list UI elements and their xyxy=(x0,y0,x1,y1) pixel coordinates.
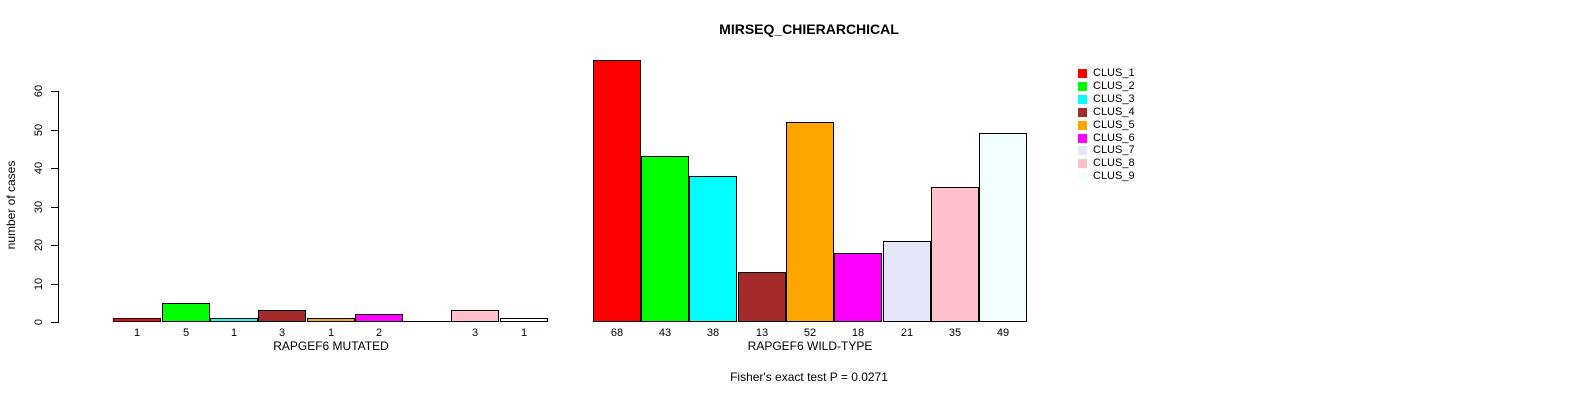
x-axis-group-label: RAPGEF6 WILD-TYPE xyxy=(747,339,873,353)
bar-value-label: 13 xyxy=(755,327,769,339)
bar xyxy=(162,303,210,322)
chart-title: MIRSEQ_CHIERARCHICAL xyxy=(719,21,899,37)
y-axis-line xyxy=(58,91,59,323)
bar-value-label: 35 xyxy=(948,327,962,339)
y-axis-tick xyxy=(51,130,58,131)
bar xyxy=(834,253,882,322)
bar xyxy=(883,241,931,322)
legend-swatch xyxy=(1078,172,1087,181)
legend-swatch xyxy=(1078,95,1087,104)
legend-label: CLUS_2 xyxy=(1093,80,1135,92)
bar-value-label: 38 xyxy=(706,327,720,339)
bar-value-label: 18 xyxy=(851,327,865,339)
bar-value-label: 21 xyxy=(900,327,914,339)
legend-row: CLUS_3 xyxy=(1078,93,1135,106)
legend-row: CLUS_5 xyxy=(1078,119,1135,132)
y-axis-tick-label: 0 xyxy=(33,318,45,326)
bar xyxy=(307,318,355,322)
legend-row: CLUS_9 xyxy=(1078,170,1135,183)
bar-value-label: 43 xyxy=(658,327,672,339)
bar-value-label: 1 xyxy=(133,327,141,339)
legend-label: CLUS_8 xyxy=(1093,157,1135,169)
legend-swatch xyxy=(1078,121,1087,130)
bar xyxy=(641,156,689,322)
legend-swatch xyxy=(1078,134,1087,143)
bar-value-label: 1 xyxy=(520,327,528,339)
y-axis-tick xyxy=(51,245,58,246)
bar xyxy=(931,187,979,322)
legend-row: CLUS_8 xyxy=(1078,157,1135,170)
bar-value-label: 49 xyxy=(996,327,1010,339)
bar xyxy=(113,318,161,322)
y-axis-tick xyxy=(51,207,58,208)
bar-value-label: 52 xyxy=(803,327,817,339)
bar xyxy=(451,310,499,322)
legend-row: CLUS_7 xyxy=(1078,144,1135,157)
legend-row: CLUS_2 xyxy=(1078,80,1135,93)
y-axis-tick-label: 10 xyxy=(33,277,45,291)
bar-value-label: 3 xyxy=(278,327,286,339)
legend-swatch xyxy=(1078,146,1087,155)
y-axis-tick-label: 60 xyxy=(33,84,45,98)
legend-swatch xyxy=(1078,69,1087,78)
bar xyxy=(786,122,834,322)
y-axis-tick xyxy=(51,322,58,323)
y-axis-tick-label: 30 xyxy=(33,200,45,214)
bar xyxy=(738,272,786,322)
legend-label: CLUS_5 xyxy=(1093,119,1135,131)
bar-value-label: 3 xyxy=(471,327,479,339)
bar-value-label: 68 xyxy=(610,327,624,339)
bar-value-label: 5 xyxy=(182,327,190,339)
footer-caption: Fisher's exact test P = 0.0271 xyxy=(730,370,888,384)
bar-value-label: 1 xyxy=(327,327,335,339)
legend-swatch xyxy=(1078,159,1087,168)
bar xyxy=(593,60,641,322)
legend-label: CLUS_3 xyxy=(1093,93,1135,105)
bar xyxy=(500,318,548,322)
bar xyxy=(979,133,1027,322)
x-axis-group-label: RAPGEF6 MUTATED xyxy=(273,339,389,353)
y-axis-tick xyxy=(51,284,58,285)
zero-height-bar xyxy=(403,321,451,322)
legend-row: CLUS_4 xyxy=(1078,106,1135,119)
legend-swatch xyxy=(1078,108,1087,117)
legend-label: CLUS_6 xyxy=(1093,132,1135,144)
legend-row: CLUS_6 xyxy=(1078,132,1135,145)
bar xyxy=(258,310,306,322)
legend-label: CLUS_1 xyxy=(1093,67,1135,79)
legend-swatch xyxy=(1078,82,1087,91)
bar-value-label: 1 xyxy=(230,327,238,339)
y-axis-tick xyxy=(51,168,58,169)
y-axis-label: number of cases xyxy=(4,160,18,250)
legend-label: CLUS_4 xyxy=(1093,106,1135,118)
bar xyxy=(210,318,258,322)
bar-value-label: 2 xyxy=(375,327,383,339)
y-axis-tick-label: 40 xyxy=(33,161,45,175)
legend-row: CLUS_1 xyxy=(1078,67,1135,80)
y-axis-tick-label: 50 xyxy=(33,123,45,137)
y-axis-tick xyxy=(51,91,58,92)
y-axis-tick-label: 20 xyxy=(33,238,45,252)
bar xyxy=(689,176,737,322)
legend-label: CLUS_7 xyxy=(1093,144,1135,156)
legend-label: CLUS_9 xyxy=(1093,170,1135,182)
bar xyxy=(355,314,403,322)
